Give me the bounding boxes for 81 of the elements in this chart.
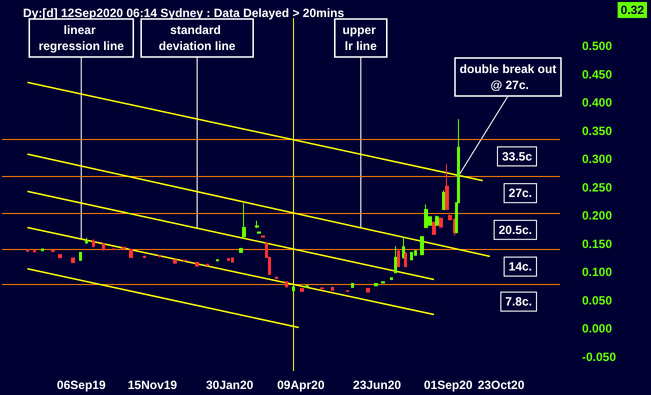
annotation: double break out @ 27c.	[460, 62, 556, 92]
x-tick-label: 06Sep19	[56, 378, 106, 392]
candlestick	[432, 220, 436, 236]
candlestick	[394, 246, 397, 274]
candlestick	[79, 251, 82, 262]
candlestick	[404, 251, 407, 268]
candlestick	[435, 215, 439, 226]
candlestick	[439, 216, 443, 228]
candlestick	[231, 256, 234, 264]
candlestick	[242, 202, 246, 239]
candlestick	[300, 287, 304, 292]
x-tick-label: 23Oct20	[478, 378, 525, 392]
candlestick	[292, 285, 295, 292]
candlestick	[58, 254, 62, 260]
x-tick-label: 23Jun20	[353, 378, 402, 392]
candlestick	[102, 242, 105, 252]
candlestick	[255, 220, 259, 229]
candlestick	[420, 236, 424, 256]
candlestick	[414, 250, 417, 256]
y-tick-label: 0.300	[582, 152, 612, 166]
annotation: upper lr line	[342, 23, 380, 53]
candlestick	[424, 204, 428, 229]
x-tick-label: 09Apr20	[277, 378, 325, 392]
candlestick	[33, 250, 36, 253]
y-tick-label: 0.200	[582, 208, 612, 223]
candlestick	[397, 249, 400, 268]
ref-line-label: 20.5c.	[498, 222, 532, 237]
candlestick	[320, 286, 324, 290]
ref-line-label: 33.5c	[502, 149, 532, 164]
candlestick	[183, 259, 187, 262]
y-tick-label: -0.050	[582, 350, 616, 364]
ref-line-label: 14c.	[508, 260, 532, 274]
candlestick	[85, 237, 88, 244]
x-tick-label: 15Nov19	[128, 378, 178, 392]
x-tick-label: 01Sep20	[424, 378, 473, 392]
x-tick-label: 30Jan20	[206, 378, 254, 392]
y-tick-label: 0.250	[582, 180, 612, 194]
candlestick	[112, 248, 116, 251]
candlestick	[275, 276, 278, 280]
ref-line-label: 27c.	[508, 186, 532, 200]
candlestick	[257, 230, 261, 234]
candlestick	[305, 284, 309, 288]
text: 0.32	[620, 3, 644, 17]
candlestick	[331, 286, 334, 292]
candlestick	[285, 280, 288, 288]
candlestick	[71, 256, 75, 264]
candlestick	[390, 276, 393, 281]
candlestick	[216, 258, 219, 262]
candlestick	[206, 263, 209, 266]
y-tick-label: 0.150	[582, 236, 612, 251]
candlestick	[26, 248, 29, 252]
candlestick	[261, 234, 265, 238]
candlestick	[51, 249, 55, 253]
candlestick	[239, 247, 243, 254]
annotation: standard deviation line	[158, 23, 236, 53]
candlestick	[92, 238, 95, 248]
candlestick	[346, 290, 349, 292]
candlestick	[143, 255, 146, 259]
ref-line-label: 7.8c.	[505, 294, 532, 309]
candlestick	[129, 248, 133, 259]
candlestick	[410, 251, 413, 261]
y-tick-label: 0.000	[582, 322, 612, 336]
candlestick	[173, 258, 177, 264]
candlestick	[41, 248, 44, 252]
candlestick	[158, 254, 161, 258]
y-tick-label: 0.450	[582, 67, 612, 82]
y-tick-label: 0.350	[582, 124, 612, 138]
y-tick-label: 0.500	[582, 39, 612, 54]
candlestick	[374, 282, 378, 287]
y-tick-label: 0.400	[582, 96, 612, 110]
candlestick	[227, 258, 230, 262]
candlestick	[195, 261, 199, 268]
y-tick-label: 0.100	[582, 265, 612, 280]
y-tick-label: 0.050	[582, 293, 612, 308]
candlestick	[366, 287, 370, 293]
annotation: linear regression line	[38, 23, 124, 53]
candlestick	[445, 164, 449, 211]
candlestick	[381, 280, 385, 284]
candlestick	[402, 236, 405, 260]
candlestick	[122, 246, 126, 250]
candlestick	[351, 282, 354, 288]
